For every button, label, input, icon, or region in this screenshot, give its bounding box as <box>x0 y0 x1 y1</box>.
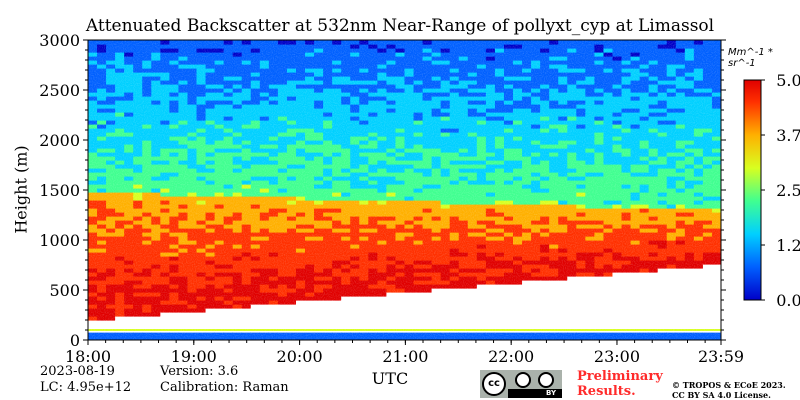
backscatter-heatmap <box>88 40 721 340</box>
